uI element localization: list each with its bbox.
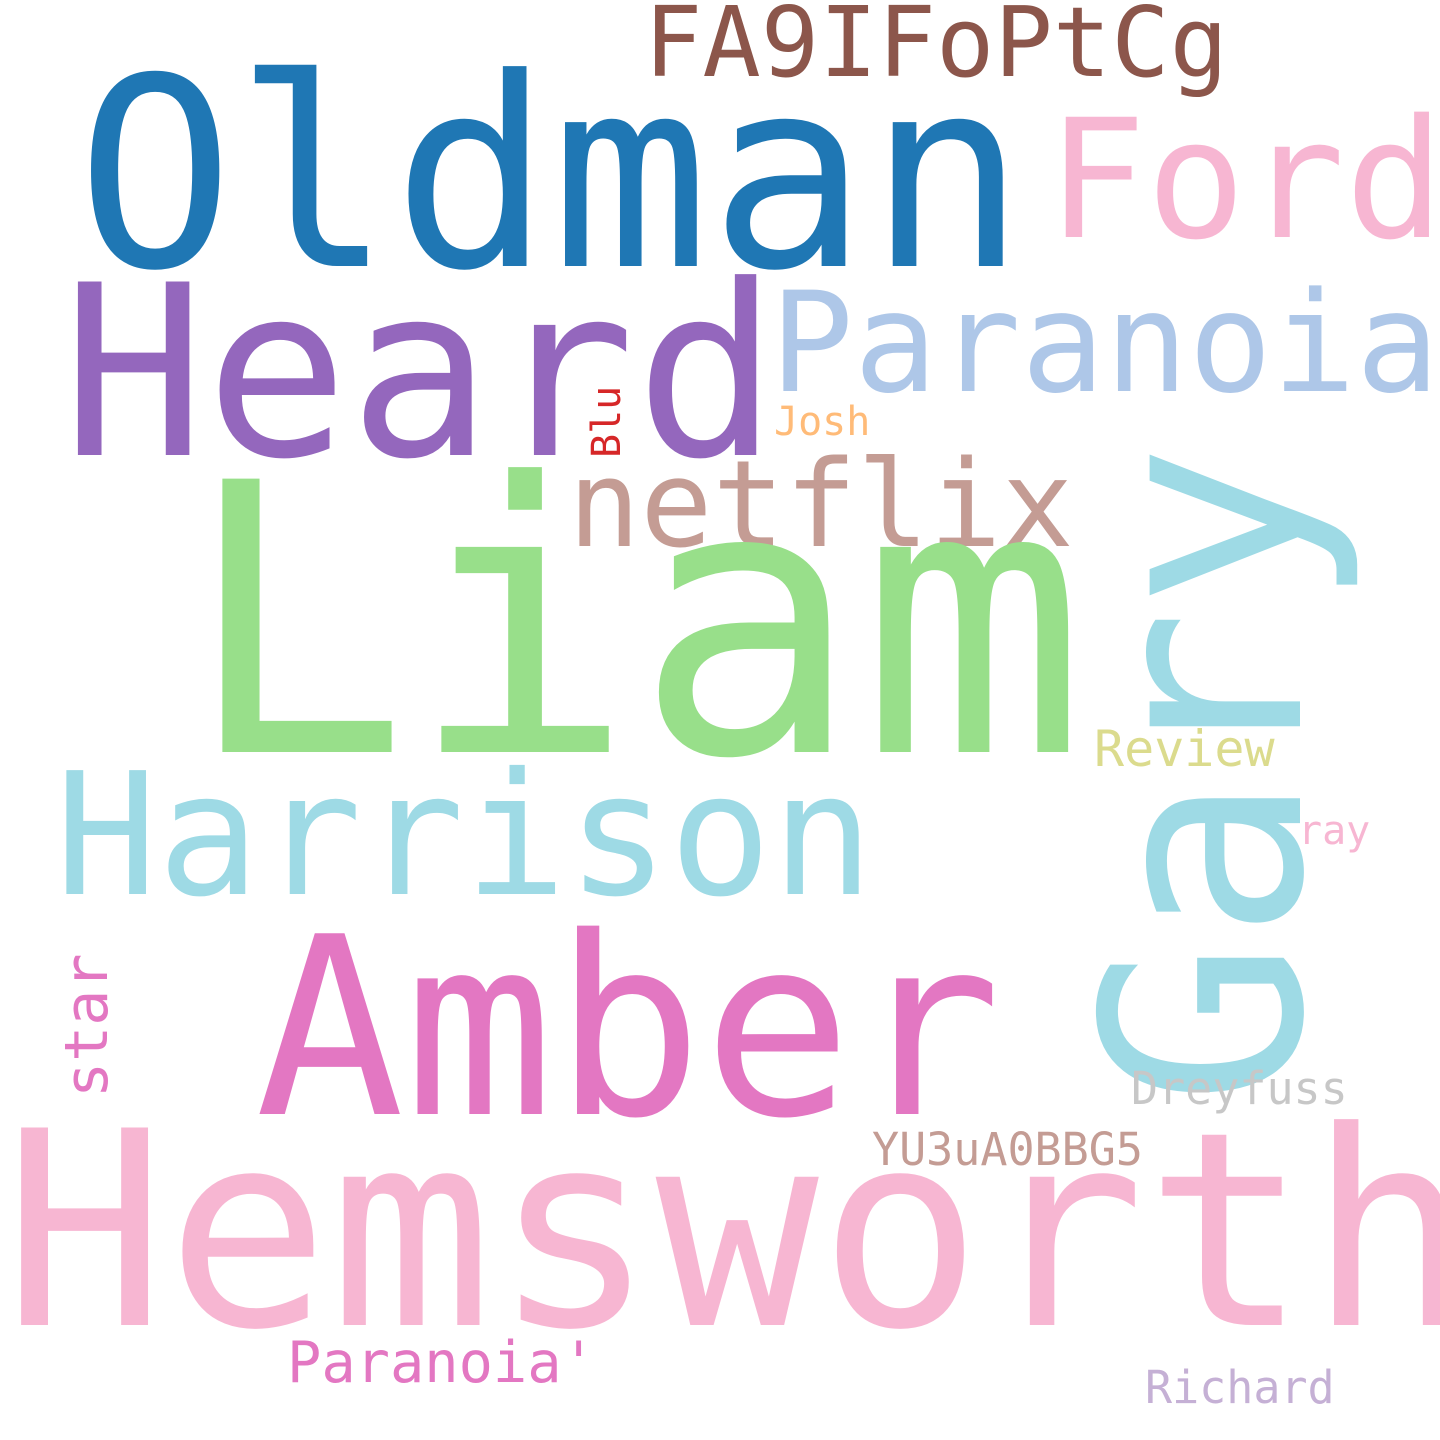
word-netflix: netflix [568,436,1074,575]
word-paranoia: Paranoia [770,262,1440,424]
word-harrison: Harrison [55,737,874,935]
word-heard: Heard [62,235,779,512]
word-richard: Richard [1145,1361,1335,1414]
word-ray: ray [1298,808,1371,854]
word-dreyfuss: Dreyfuss [1131,1062,1348,1115]
word-paranoia-quote: Paranoia' [287,1330,596,1396]
word-fa9ifoptcg: FA9IFoPtCg [644,0,1228,99]
word-oldman: Oldman [76,23,1027,329]
word-review: Review [1094,720,1275,778]
word-yu3ua0bbg5: YU3uA0BBG5 [872,1123,1143,1176]
word-josh: Josh [774,399,871,445]
word-liam: Liam [183,405,1087,841]
word-hemsworth: Hemsworth [3,1073,1440,1389]
word-ford: Ford [1047,84,1440,276]
word-amber: Amber [255,885,1002,1173]
